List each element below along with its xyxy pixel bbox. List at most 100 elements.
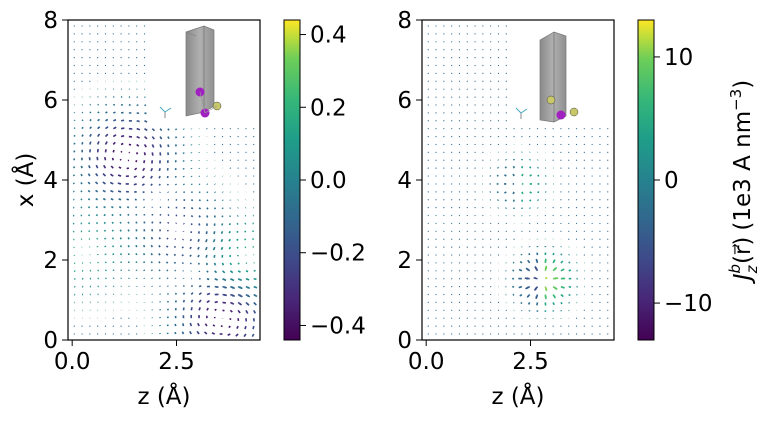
quiver-dot <box>591 254 593 256</box>
quiver-arrowhead <box>130 135 132 138</box>
quiver-dot <box>435 151 437 153</box>
quiver-arrowhead <box>569 262 571 263</box>
quiver-arrowhead <box>552 310 554 312</box>
quiver-arrowhead <box>214 316 216 318</box>
quiver-arrowhead <box>159 325 161 326</box>
quiver-dot <box>143 49 146 51</box>
quiver-dot <box>591 135 593 138</box>
quiver-dot <box>435 207 437 209</box>
quiver-arrowhead <box>207 271 209 273</box>
quiver-dot <box>443 254 445 256</box>
axes-triad-icon <box>515 107 528 119</box>
quiver-arrowhead <box>182 323 184 326</box>
quiver-dot <box>435 72 437 74</box>
quiver-dot <box>466 254 468 256</box>
quiver-dot <box>599 135 601 138</box>
quiver-arrowhead <box>245 319 247 322</box>
quiver-arrowhead <box>221 224 223 226</box>
quiver-dot <box>529 143 531 146</box>
quiver-arrowhead <box>189 247 192 249</box>
quiver-arrowhead <box>120 237 122 239</box>
quiver-dot <box>591 175 593 177</box>
quiver-arrowhead <box>229 223 231 225</box>
quiver-arrowhead <box>197 331 199 334</box>
quiver-dot <box>443 128 445 130</box>
quiver-dot <box>253 128 255 130</box>
quiver-dot <box>552 222 554 225</box>
quiver-dot <box>427 135 429 138</box>
quiver-arrowhead <box>205 232 208 235</box>
quiver-dot <box>89 33 91 35</box>
quiver-dot <box>583 317 585 319</box>
quiver-arrowhead <box>74 119 75 121</box>
quiver-arrowhead <box>97 262 99 263</box>
quiver-arrowhead <box>80 190 82 192</box>
quiver-arrowhead <box>114 127 117 129</box>
quiver-dot <box>568 128 570 130</box>
quiver-arrowhead <box>175 191 177 193</box>
quiver-dot <box>427 333 429 335</box>
quiver-dot <box>482 270 484 272</box>
quiver-dot <box>143 64 146 67</box>
quiver-dot <box>575 151 578 153</box>
quiver-dot <box>529 333 531 335</box>
quiver-dot <box>482 262 484 264</box>
quiver-arrowhead <box>199 278 201 280</box>
quiver-arrowhead <box>199 199 201 201</box>
quiver-dot <box>513 230 515 232</box>
left-structure-inset <box>150 22 258 124</box>
quiver-dot <box>490 230 492 232</box>
quiver-arrowhead <box>137 144 139 147</box>
quiver-arrowhead <box>213 324 215 326</box>
quiver-arrowhead <box>98 111 100 113</box>
quiver-dot <box>136 25 138 27</box>
quiver-dot <box>474 309 476 311</box>
quiver-dot <box>575 214 578 217</box>
quiver-dot <box>443 278 445 280</box>
quiver-dot <box>607 262 609 264</box>
quiver-dot <box>435 317 437 319</box>
quiver-dot <box>89 41 91 43</box>
quiver-dot <box>427 175 429 177</box>
quiver-arrowhead <box>113 142 116 145</box>
quiver-arrowhead <box>219 333 222 335</box>
quiver-dot <box>466 238 468 240</box>
left-x-axis-label: z (Å) <box>137 382 190 410</box>
quiver-arrowhead <box>174 332 176 334</box>
quiver-arrowhead <box>207 184 208 185</box>
quiver-arrowhead <box>102 190 105 192</box>
quiver-dot <box>575 191 578 193</box>
quiver-arrowhead <box>74 263 75 264</box>
quiver-arrowhead <box>190 239 192 241</box>
quiver-arrowhead <box>205 323 207 326</box>
quiver-arrowhead <box>167 316 169 318</box>
quiver-arrowhead <box>254 278 257 280</box>
quiver-arrowhead <box>504 174 506 176</box>
quiver-arrowhead <box>174 323 177 326</box>
quiver-dot <box>89 25 91 27</box>
quiver-dot <box>451 56 453 59</box>
quiver-dot <box>81 41 83 43</box>
quiver-arrowhead <box>159 184 161 186</box>
quiver-arrowhead <box>74 127 75 129</box>
quiver-arrowhead <box>197 323 200 326</box>
quiver-arrowhead <box>103 173 106 176</box>
quiver-dot <box>529 325 531 327</box>
quiver-arrowhead <box>104 149 107 152</box>
quiver-dot <box>443 25 445 27</box>
quiver-dot <box>599 128 601 130</box>
quiver-dot <box>482 238 484 240</box>
right-panel: 0.0 2.5 0 2 4 6 8 z (Å) 10 0 −10 Jzb(r⃗) (1e3 A … <box>397 8 761 410</box>
quiver-arrowhead <box>198 263 200 265</box>
quiver-arrowhead <box>90 270 91 271</box>
quiver-dot <box>466 286 468 288</box>
quiver-arrowhead <box>167 293 169 294</box>
quiver-arrowhead <box>239 294 243 297</box>
quiver-dot <box>466 96 468 98</box>
quiver-dot <box>482 33 484 35</box>
quiver-dot <box>482 230 484 232</box>
quiver-dot <box>599 293 601 296</box>
quiver-arrowhead <box>519 269 521 272</box>
quiver-dot <box>451 167 453 169</box>
